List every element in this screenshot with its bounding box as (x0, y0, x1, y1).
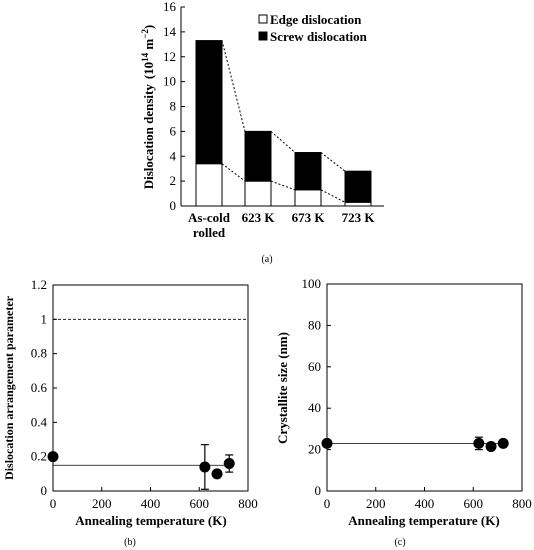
panel-a-connector-lines (221, 40, 346, 203)
panel-a-category-label: 673 K (292, 210, 326, 225)
panel-a-y-tick-label: 16 (163, 0, 177, 14)
panel-c-ticks: 0 200 400 600 800 0 20 40 60 80 100 (302, 276, 532, 511)
bar-screw-dislocation (244, 130, 272, 182)
panel-a-y-tick-label: 10 (163, 74, 176, 89)
bar-screw-dislocation (344, 170, 372, 203)
panel-b-points (47, 444, 235, 490)
panel-c-x-axis-label: Annealing temperature (K) (348, 513, 499, 528)
panel-c-y-tick-label: 100 (302, 276, 322, 291)
panel-c-y-tick-label: 20 (308, 442, 321, 457)
panel-c-x-tick-label: 600 (464, 496, 484, 511)
panel-a-legend: Edge dislocation Screw dislocation (258, 12, 368, 44)
panel-b-y-axis-label: Dislocation arrangement parameter (2, 295, 16, 480)
panel-a-y-tick-label: 6 (170, 123, 177, 138)
panel-b-x-axis-label: Annealing temperature (K) (75, 513, 226, 528)
panel-a-y-axis-label: Dislocation density(1014 m−2) (140, 25, 156, 190)
panel-c-y-tick-label: 0 (315, 483, 322, 498)
panel-a-bars (195, 40, 372, 207)
panel-b-lines (53, 318, 248, 466)
panel-a-caption: (a) (261, 254, 272, 265)
panel-b-data-point (211, 468, 223, 480)
panel-a-y-tick-label: 14 (163, 24, 177, 39)
connector-edge (221, 163, 246, 182)
panel-b-y-tick-label: 0.6 (31, 380, 48, 395)
panel-b-x-tick-label: 600 (190, 496, 210, 511)
panel-c-data-point (473, 437, 485, 449)
panel-b-y-tick-label: 1 (41, 311, 48, 326)
connector-total (320, 152, 346, 172)
bar-screw-dislocation (195, 40, 223, 165)
panel-a-y-tick-label: 0 (170, 198, 177, 213)
connector-edge (320, 189, 346, 203)
panel-b-y-tick-label: 0.8 (31, 346, 47, 361)
panel-b-y-tick-label: 0 (41, 483, 48, 498)
bar-edge-dislocation (195, 163, 223, 207)
panel-b-ticks: 0 200 400 600 800 0 0.2 0.4 0.6 0.8 1 1.2 (31, 277, 258, 511)
panel-b-data-point (47, 451, 59, 463)
panel-a-y-tick-label: 4 (170, 148, 177, 163)
panel-c-y-tick-label: 60 (308, 359, 321, 374)
panel-b-y-tick-label: 1.2 (31, 277, 47, 292)
panel-b-x-tick-label: 200 (92, 496, 112, 511)
panel-c-data-point (485, 440, 497, 452)
panel-a-y-tick-label: 8 (170, 99, 177, 114)
panel-c-scatter-chart: 0 200 400 600 800 0 20 40 60 80 100 Annealing temp… (275, 276, 532, 548)
panel-a-category-label: As-cold (188, 210, 231, 225)
connector-edge (270, 180, 296, 191)
panel-b-data-point (223, 458, 235, 470)
bar-edge-dislocation (294, 189, 322, 207)
panel-c-y-tick-label: 80 (308, 317, 321, 332)
panel-c-data-point (321, 437, 333, 449)
panel-a-category-label: rolled (193, 225, 226, 240)
panel-c-plot-frame (326, 283, 523, 492)
panel-c-x-tick-label: 800 (512, 496, 532, 511)
panel-b-y-tick-label: 0.2 (31, 449, 47, 464)
panel-b-scatter-chart: 0 200 400 600 800 0 0.2 0.4 0.6 0.8 1 1.2 Annealing… (2, 277, 258, 548)
panel-a-y-tick-label: 2 (170, 173, 177, 188)
panel-c-data-point (497, 437, 509, 449)
panel-a-category-label: 723 K (342, 210, 376, 225)
connector-total (221, 40, 246, 132)
bar-edge-dislocation (344, 201, 372, 207)
panel-c-x-tick-label: 200 (366, 496, 386, 511)
panel-b-caption: (b) (124, 537, 136, 548)
panel-c-x-tick-label: 400 (415, 496, 435, 511)
legend-screw-label: Screw dislocation (270, 29, 368, 44)
legend-edge-swatch (258, 14, 268, 24)
panel-a-y-tick-label: 12 (163, 49, 176, 64)
panel-c-y-tick-label: 40 (308, 400, 321, 415)
panel-b-x-tick-label: 0 (50, 496, 57, 511)
legend-screw-swatch (258, 31, 268, 41)
panel-b-data-point (199, 461, 211, 473)
bar-edge-dislocation (244, 180, 272, 207)
legend-edge-label: Edge dislocation (270, 12, 362, 27)
panel-a-category-label: 623 K (242, 210, 276, 225)
connector-total (270, 130, 296, 153)
panel-c-points (321, 436, 509, 452)
panel-b-plot-frame (52, 284, 249, 492)
panel-b-x-tick-label: 400 (141, 496, 161, 511)
bar-screw-dislocation (294, 152, 322, 191)
panel-b-y-tick-label: 0.4 (31, 414, 48, 429)
panel-b-x-tick-label: 800 (238, 496, 258, 511)
panel-c-y-axis-label: Crystallite size (nm) (275, 332, 290, 444)
panel-c-caption: (c) (394, 537, 405, 548)
panel-a-y-ticks: 0 2 4 6 8 10 12 14 16 (163, 0, 185, 213)
panel-c-x-tick-label: 0 (324, 496, 331, 511)
